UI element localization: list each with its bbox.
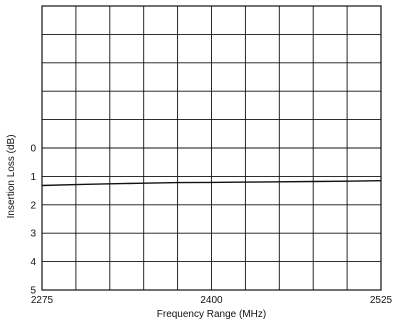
- x-tick-label: 2275: [31, 295, 54, 306]
- x-tick-label: 2525: [370, 295, 393, 306]
- y-tick-label: 4: [30, 257, 36, 268]
- y-tick-label: 1: [30, 172, 36, 183]
- x-axis-label: Frequency Range (MHz): [157, 309, 266, 320]
- y-tick-label: 3: [30, 229, 36, 240]
- y-axis-label: Insertion Loss (dB): [6, 134, 17, 218]
- chart-series: [41, 180, 382, 187]
- chart-grid: [41, 5, 382, 291]
- y-tick-label: 2: [30, 200, 36, 211]
- x-tick-label: 2400: [200, 295, 223, 306]
- insertion-loss-line: [41, 180, 382, 187]
- y-tick-label: 0: [30, 144, 36, 155]
- y-tick-label: 5: [30, 286, 36, 297]
